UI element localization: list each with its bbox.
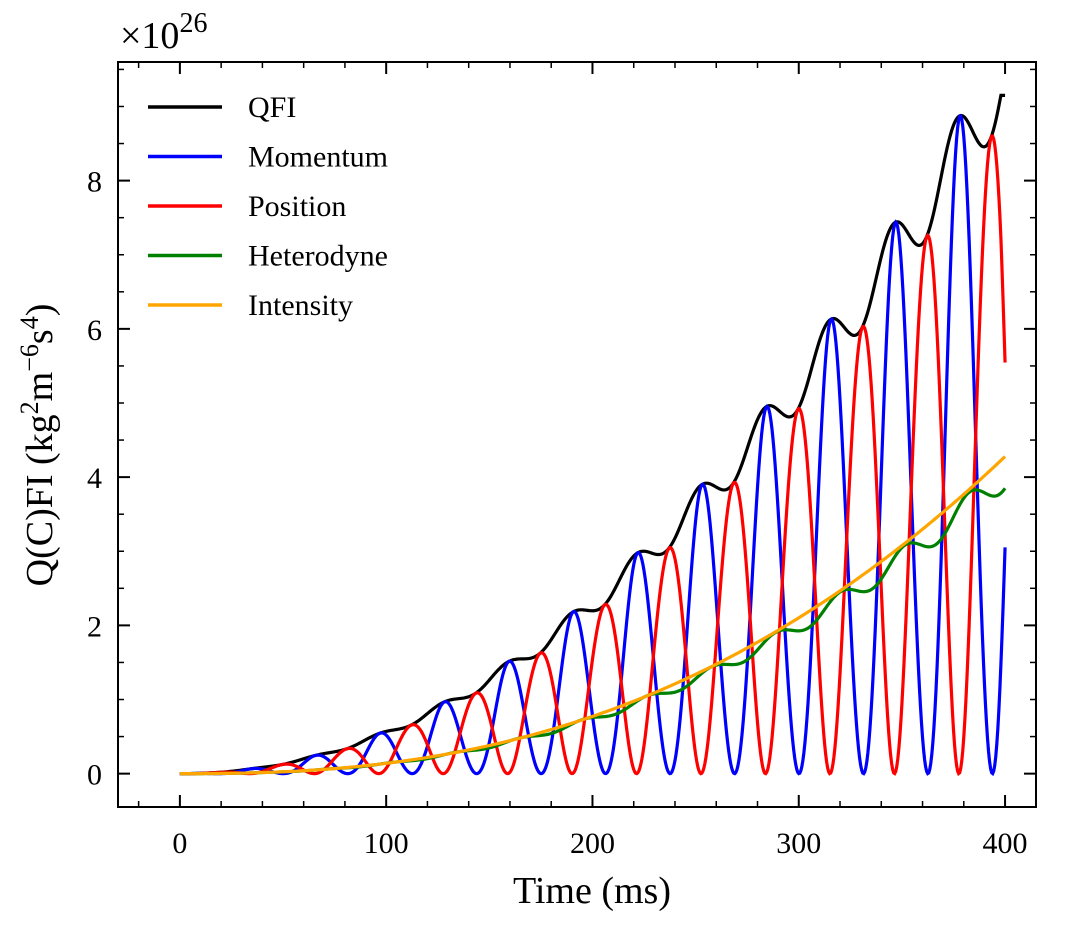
y-label-sup-4: 4	[15, 316, 44, 329]
series-line-heterodyne	[179, 487, 1007, 776]
y-multiplier-exponent: 26	[179, 8, 207, 39]
y-multiplier-base: ×10	[120, 15, 179, 57]
legend-label: QFI	[248, 91, 296, 124]
y-axis-label: Q(C)FI (kg2m−6s4)	[15, 304, 61, 587]
ticks-layer: 0 100 200 300 400 0 2 4 6 8	[87, 62, 1036, 860]
x-tick-label: 400	[983, 827, 1028, 860]
x-tick-label: 300	[776, 827, 821, 860]
y-label-sup-2: 2	[15, 401, 44, 414]
legend-label: Position	[248, 190, 346, 223]
series-line-position	[179, 134, 1007, 777]
y-tick-label: 2	[87, 610, 102, 643]
y-multiplier-label: ×1026	[120, 8, 207, 57]
x-axis-label: Time (ms)	[513, 870, 671, 912]
y-label-part-close: )	[19, 304, 61, 317]
y-label-part-a: Q(C)FI (kg	[19, 414, 61, 586]
y-tick-label: 0	[87, 759, 102, 792]
x-tick-label: 100	[364, 827, 409, 860]
plot-frame	[117, 61, 1037, 808]
legend: QFI Momentum Position Heterodyne Intensity	[148, 91, 388, 322]
legend-label: Heterodyne	[248, 240, 388, 273]
series-layer	[179, 93, 1007, 777]
x-tick-label: 0	[172, 827, 187, 860]
series-line-intensity	[179, 455, 1007, 776]
y-tick-label: 6	[87, 314, 102, 347]
legend-label: Momentum	[248, 141, 388, 174]
x-tick-label: 200	[570, 827, 615, 860]
y-label-part-s: s	[19, 329, 61, 344]
y-label-part-m: m	[19, 372, 61, 402]
y-label-sup-neg6: −6	[15, 344, 44, 372]
legend-label: Intensity	[248, 289, 353, 322]
y-tick-label: 8	[87, 166, 102, 199]
y-tick-label: 4	[87, 462, 102, 495]
